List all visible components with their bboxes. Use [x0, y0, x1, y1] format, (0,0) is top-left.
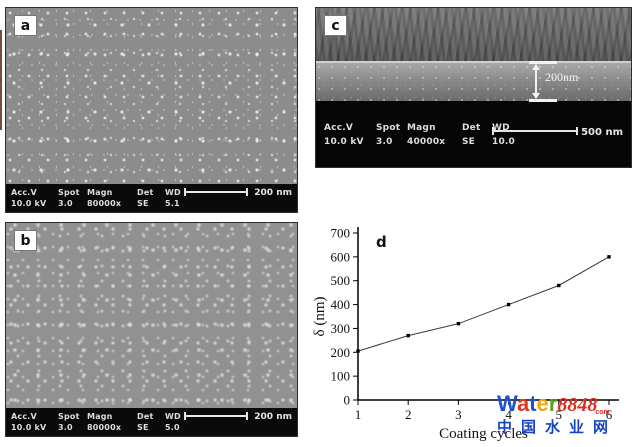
- scale-bar: [184, 412, 248, 420]
- watermark-letters: Water: [497, 391, 558, 416]
- metadata-header-row: Acc.V Spot Magn Det WD: [324, 123, 518, 133]
- meta-wd-label: WD: [165, 412, 181, 421]
- meta-wd-value: 5.0: [165, 423, 180, 432]
- sem-texture-a: [6, 8, 297, 184]
- svg-text:4: 4: [505, 407, 512, 422]
- svg-text:0: 0: [344, 393, 351, 408]
- meta-magn-label: Magn: [87, 412, 113, 421]
- meta-magn-value: 40000x: [407, 137, 446, 147]
- sem-image-c: c 200nm Acc.V Spot Magn Det WD 10.0 kV 3…: [315, 7, 632, 168]
- meta-spot-label: Spot: [58, 188, 80, 197]
- svg-text:5: 5: [556, 407, 563, 422]
- meta-det-value: SE: [462, 137, 476, 147]
- svg-text:200: 200: [331, 345, 351, 360]
- meta-det-value: SE: [137, 199, 149, 208]
- thickness-marker-bottom: [529, 99, 557, 102]
- meta-accv-value: 10.0 kV: [324, 137, 364, 147]
- sem-film-layer: [316, 61, 631, 101]
- svg-text:600: 600: [331, 249, 351, 264]
- meta-spot-value: 3.0: [58, 423, 73, 432]
- metadata-header-row: Acc.V Spot Magn Det WD: [11, 188, 191, 198]
- meta-det-label: Det: [137, 412, 154, 421]
- svg-text:100: 100: [331, 369, 351, 384]
- sem-metadata-bar-c: Acc.V Spot Magn Det WD 10.0 kV 3.0 40000…: [316, 101, 631, 167]
- watermark-word: Water8848com: [497, 393, 635, 417]
- meta-det-label: Det: [137, 188, 154, 197]
- svg-text:700: 700: [331, 226, 351, 241]
- scale-label: 500 nm: [581, 127, 623, 138]
- meta-accv-label: Acc.V: [11, 412, 37, 421]
- sem-texture-b: [6, 223, 297, 408]
- svg-text:d: d: [376, 233, 387, 251]
- svg-text:Coating cycles: Coating cycles: [439, 426, 528, 442]
- meta-magn-label: Magn: [87, 188, 113, 197]
- meta-spot-value: 3.0: [376, 137, 393, 147]
- thickness-marker-top: [529, 61, 557, 64]
- chart-canvas: 0 100 200 300 400 500 600 700 1 2 3 4 5 6 Coating cycl…: [312, 226, 619, 442]
- metadata-value-row: 10.0 kV 3.0 80000x SE 5.1: [11, 199, 191, 209]
- svg-text:3: 3: [455, 407, 462, 422]
- meta-accv-value: 10.0 kV: [11, 423, 47, 432]
- watermark-suffix: com: [595, 409, 610, 416]
- watermark-chinese-text: 中国水业网: [497, 418, 618, 436]
- scale-label: 200 nm: [254, 412, 292, 422]
- svg-text:300: 300: [331, 321, 351, 336]
- sem-metadata-bar-a: Acc.V Spot Magn Det WD 10.0 kV 3.0 80000…: [6, 184, 297, 212]
- meta-det-value: SE: [137, 423, 149, 432]
- thickness-vs-cycles-chart: 0 100 200 300 400 500 600 700 1 2 3 4 5 6 Coating cycl…: [312, 216, 635, 447]
- svg-text:6: 6: [606, 407, 613, 422]
- thickness-arrow-icon: [532, 64, 540, 99]
- scan-edge-artifact: [0, 30, 2, 130]
- svg-text:1: 1: [355, 407, 362, 422]
- panel-label-a: a: [14, 15, 37, 36]
- watermark-number: 8848: [557, 394, 598, 416]
- metadata-value-row: 10.0 kV 3.0 40000x SE 10.0: [324, 137, 518, 147]
- watermark: Water8848com 中国水业网: [497, 393, 635, 437]
- svg-text:δ (nm): δ (nm): [312, 297, 328, 337]
- sem-image-b: b Acc.V Spot Magn Det WD 10.0 kV 3.0 800…: [5, 222, 298, 437]
- panel-label-b: b: [14, 230, 37, 251]
- metadata-header-row: Acc.V Spot Magn Det WD: [11, 412, 191, 422]
- meta-wd-label: WD: [492, 123, 510, 133]
- meta-det-label: Det: [462, 123, 481, 133]
- meta-spot-label: Spot: [376, 123, 401, 133]
- sem-texture-c-top: [316, 8, 631, 61]
- meta-wd-value: 5.1: [165, 199, 180, 208]
- meta-wd-label: WD: [165, 188, 181, 197]
- meta-accv-value: 10.0 kV: [11, 199, 47, 208]
- metadata-value-row: 10.0 kV 3.0 80000x SE 5.0: [11, 423, 191, 433]
- thickness-annotation: 200nm: [545, 70, 579, 84]
- sem-metadata-bar-b: Acc.V Spot Magn Det WD 10.0 kV 3.0 80000…: [6, 408, 297, 436]
- panel-label-c: c: [324, 15, 347, 36]
- meta-magn-label: Magn: [407, 123, 436, 133]
- meta-accv-label: Acc.V: [324, 123, 354, 133]
- scale-label: 200 nm: [254, 188, 292, 198]
- meta-spot-label: Spot: [58, 412, 80, 421]
- svg-text:400: 400: [331, 297, 351, 312]
- svg-text:500: 500: [331, 273, 351, 288]
- svg-text:2: 2: [405, 407, 412, 422]
- meta-magn-value: 80000x: [87, 423, 122, 432]
- scale-bar: [184, 188, 248, 196]
- sem-image-a: a Acc.V Spot Magn Det WD 10.0 kV 3.0 800…: [5, 7, 298, 213]
- scale-bar: [492, 127, 578, 135]
- meta-magn-value: 80000x: [87, 199, 122, 208]
- sem-substrate-black: [316, 101, 631, 167]
- meta-wd-value: 10.0: [492, 137, 516, 147]
- meta-spot-value: 3.0: [58, 199, 73, 208]
- meta-accv-label: Acc.V: [11, 188, 37, 197]
